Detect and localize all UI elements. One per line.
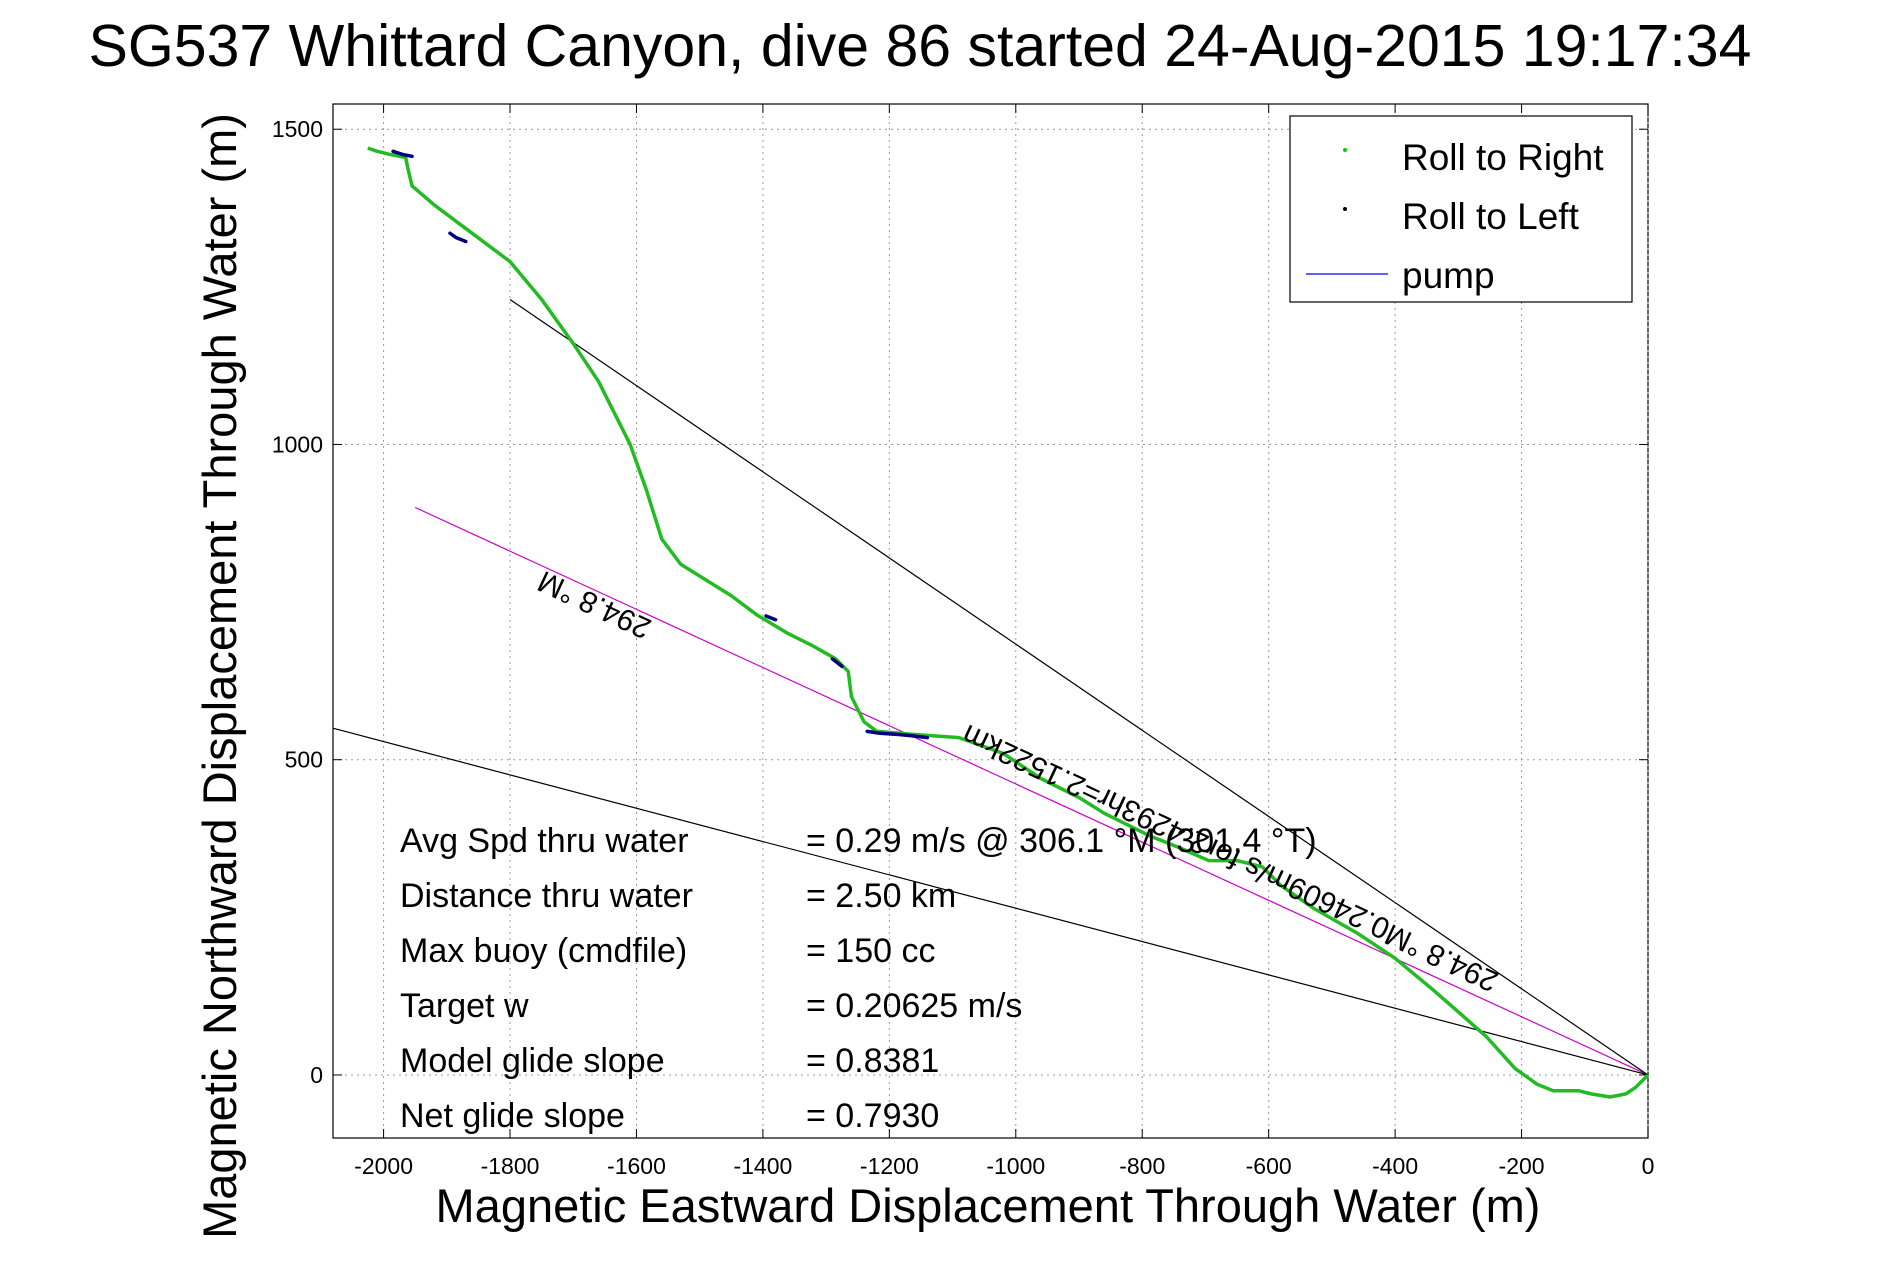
- stats-block: Avg Spd thru water = 0.29 m/s @ 306.1 °M …: [400, 822, 1317, 1135]
- series-roll-to-left-segment: [830, 657, 844, 669]
- stat-value: = 0.20625 m/s: [806, 987, 1022, 1025]
- plot-area: -2000 -1800 -1600 -1400 -1200 -1000 -800 -600 -4…: [272, 103, 1655, 1179]
- stat-label: Max buoy (cmdfile): [400, 932, 687, 970]
- reference-lines: [332, 298, 1649, 1076]
- x-tick-label: -1000: [986, 1153, 1045, 1179]
- stat-label: Target w: [400, 987, 529, 1025]
- stat-value: = 0.7930: [806, 1097, 939, 1135]
- y-axis-label: Magnetic Northward Displacement Through …: [193, 113, 246, 1239]
- x-tick-label: -800: [1119, 1153, 1165, 1179]
- series-roll-to-left-segment: [448, 231, 468, 244]
- x-axis-label: Magnetic Eastward Displacement Through W…: [436, 1179, 1541, 1232]
- stat-label: Net glide slope: [400, 1097, 625, 1135]
- chart-title: SG537 Whittard Canyon, dive 86 started 2…: [89, 13, 1752, 79]
- reference-line: [414, 506, 1649, 1076]
- series-roll-to-left-segment: [865, 729, 930, 740]
- y-tick-label: 0: [310, 1062, 323, 1088]
- series-roll-to-left-segment: [391, 149, 414, 159]
- x-tick-label: -600: [1246, 1153, 1292, 1179]
- legend-marker: [1343, 207, 1347, 211]
- series-roll-to-left-segment: [764, 614, 778, 622]
- legend-label: pump: [1402, 255, 1495, 296]
- reference-line: [332, 727, 1649, 1076]
- stat-value: = 0.8381: [806, 1042, 939, 1080]
- legend: Roll to Right Roll to Left pump: [1289, 115, 1633, 303]
- stat-value: = 150 cc: [806, 932, 935, 970]
- legend-label: Roll to Right: [1402, 137, 1604, 178]
- x-tick-label: -2000: [354, 1153, 413, 1179]
- y-tick-label: 500: [285, 747, 323, 773]
- stat-label: Distance thru water: [400, 877, 693, 915]
- x-tick-label: -1400: [733, 1153, 792, 1179]
- stat-value: = 0.29 m/s @ 306.1 °M (301.4 °T): [806, 822, 1317, 860]
- y-tick-label: 1000: [272, 431, 323, 457]
- axis-ticks: -2000 -1800 -1600 -1400 -1200 -1000 -800 -600 -4…: [272, 104, 1655, 1179]
- grid: [333, 104, 1649, 1138]
- x-tick-label: -1200: [860, 1153, 919, 1179]
- x-tick-label: -400: [1372, 1153, 1418, 1179]
- stat-label: Model glide slope: [400, 1042, 665, 1080]
- legend-label: Roll to Left: [1402, 196, 1580, 237]
- stat-label: Avg Spd thru water: [400, 822, 689, 860]
- legend-marker: [1343, 148, 1347, 152]
- reference-line: [509, 298, 1649, 1076]
- x-tick-label: -200: [1499, 1153, 1545, 1179]
- series-layer: [367, 146, 1650, 1099]
- y-tick-label: 1500: [272, 116, 323, 142]
- stat-value: = 2.50 km: [806, 877, 956, 915]
- x-tick-label: 0: [1642, 1153, 1655, 1179]
- x-tick-label: -1600: [607, 1153, 666, 1179]
- x-tick-label: -1800: [481, 1153, 540, 1179]
